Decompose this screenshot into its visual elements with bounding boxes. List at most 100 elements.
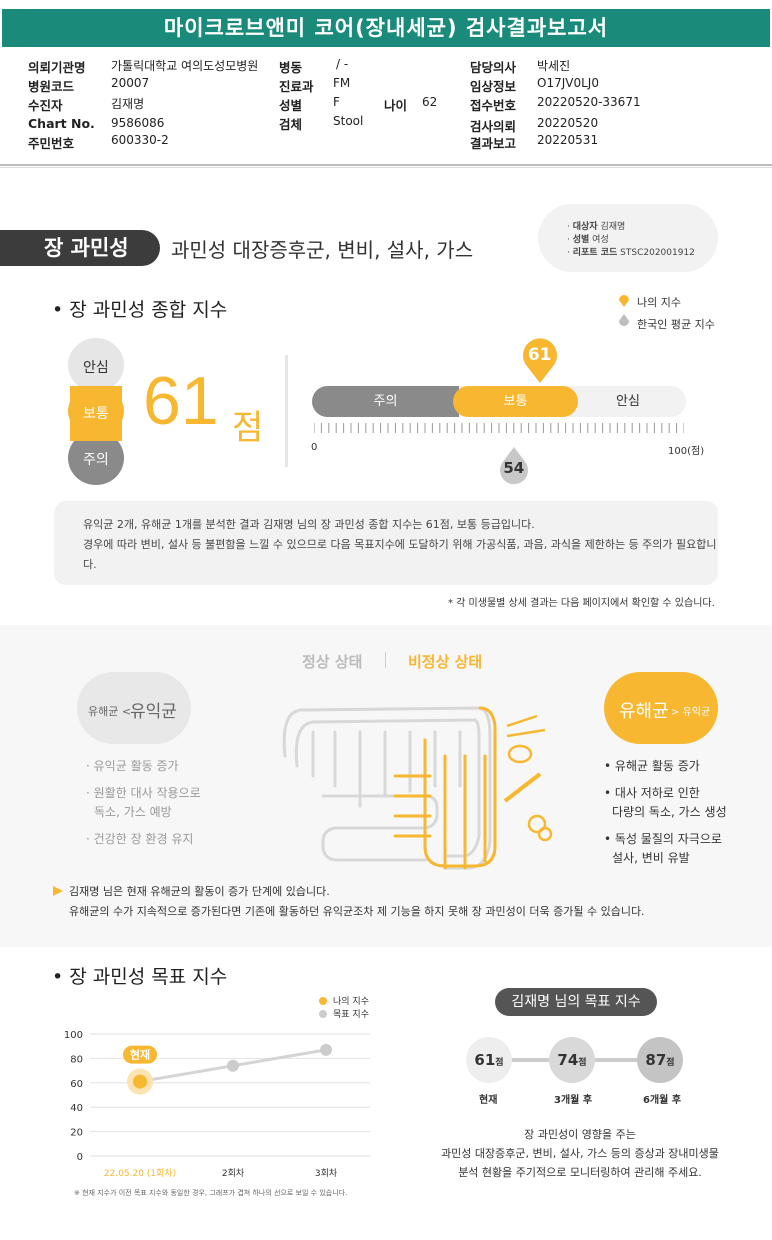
gauge-normal: 보통 bbox=[453, 386, 578, 417]
section-subtitle: 과민성 대장증후군, 변비, 설사, 가스 bbox=[171, 238, 474, 262]
gauge-safe: 안심 bbox=[616, 394, 640, 409]
hdr-value: Stool bbox=[333, 114, 364, 128]
hdr-value: 20220520 bbox=[537, 116, 599, 130]
legend-mine: 나의 지수 bbox=[637, 296, 681, 309]
x-tick-label: 22.05.20 (1회차) bbox=[104, 1167, 176, 1179]
hdr-value: 20007 bbox=[111, 76, 150, 90]
hdr-value: / - bbox=[336, 57, 349, 71]
level-stack bbox=[68, 338, 124, 485]
hdr-label: 주민번호 bbox=[28, 136, 75, 151]
x-tick-label: 3회차 bbox=[315, 1167, 338, 1179]
my-score-label: 61 bbox=[527, 345, 552, 365]
legend-target-label: 목표 지수 bbox=[333, 1009, 369, 1020]
summary-line: 김재명 님은 현재 유해균의 활동이 증가 단계에 있습니다. bbox=[69, 885, 330, 898]
summary-line: 유해균의 수가 지속적으로 증가된다면 기존에 활동하던 유익균조차 제 기능을… bbox=[69, 905, 645, 918]
header-divider bbox=[0, 167, 772, 168]
bad-badge bbox=[604, 672, 718, 744]
good-list-item: · 원활한 대사 작용으로 bbox=[86, 786, 201, 800]
goal-step-6m: 87점 bbox=[637, 1037, 683, 1083]
bad-list-item: • 유해균 활동 증가 bbox=[604, 759, 700, 773]
subject-label: 성별 bbox=[572, 235, 590, 245]
y-tick-label: 80 bbox=[70, 1054, 83, 1065]
info-line: 유익균 2개, 유해균 1개를 분석한 결과 김재명 님의 장 과민성 종합 지… bbox=[83, 518, 535, 531]
bad-badge-big: 유해균 bbox=[619, 701, 669, 722]
hdr-value: O17JV0LJ0 bbox=[537, 76, 599, 90]
goal-step-label: 현재 bbox=[479, 1095, 498, 1106]
legend-avg: 한국인 평균 지수 bbox=[637, 318, 715, 331]
hdr-label: 병동 bbox=[279, 60, 303, 75]
goal-desc: 분석 현황을 주기적으로 모니터링하여 관리해 주세요. bbox=[458, 1166, 702, 1179]
x-tick-label: 2회차 bbox=[222, 1167, 245, 1179]
good-badge bbox=[77, 672, 191, 744]
info-line: 다. bbox=[83, 558, 97, 571]
level-caution: 주의 bbox=[83, 452, 109, 468]
goal-step-label: 3개월 후 bbox=[554, 1095, 593, 1106]
subject-label: 대상자 bbox=[572, 222, 598, 232]
hdr-value: F bbox=[333, 95, 340, 109]
hdr-value: 박세진 bbox=[537, 59, 571, 73]
avg-index-marker-icon bbox=[619, 314, 629, 326]
subject-row: · 리포트 코드 STSC202001912 bbox=[567, 248, 695, 258]
hdr-label: 접수번호 bbox=[470, 98, 517, 113]
arrow-right-icon bbox=[53, 886, 63, 896]
goal-step-3m: 74점 bbox=[549, 1037, 595, 1083]
hdr-label: 나이 bbox=[384, 98, 408, 113]
bad-list-item: • 독성 물질의 자극으로 bbox=[604, 832, 722, 846]
subject-value: 김재명 bbox=[600, 222, 626, 232]
chart-note: ※ 현재 지수가 이전 목표 지수와 동일한 경우, 그래프가 겹쳐 하나의 선… bbox=[74, 1189, 348, 1197]
score-value: 61 bbox=[143, 363, 219, 439]
hdr-label: 수진자 bbox=[28, 98, 63, 113]
subject-value: STSC202001912 bbox=[620, 248, 695, 258]
hdr-label: 병원코드 bbox=[28, 79, 75, 94]
index-heading-text: 장 과민성 종합 지수 bbox=[69, 299, 228, 321]
index-heading: • 장 과민성 종합 지수 bbox=[52, 299, 228, 321]
subject-row: · 대상자 김재명 bbox=[567, 222, 626, 232]
gauge-ticks bbox=[314, 423, 684, 433]
hdr-value: 20220531 bbox=[537, 133, 599, 147]
bad-list-item: 다량의 독소, 가스 생성 bbox=[612, 805, 727, 819]
target-point bbox=[320, 1043, 332, 1056]
gauge-caution: 주의 bbox=[312, 386, 459, 417]
goal-heading: • 장 과민성 목표 지수 bbox=[52, 966, 228, 988]
avg-score-marker bbox=[499, 447, 528, 485]
avg-score-label: 54 bbox=[503, 459, 525, 477]
bad-badge-small: > 유익균 bbox=[671, 707, 711, 718]
bad-list-item: 설사, 변비 유발 bbox=[612, 851, 690, 865]
info-box bbox=[54, 501, 718, 585]
current-badge-label: 현재 bbox=[130, 1048, 150, 1062]
goal-step-label: 6개월 후 bbox=[643, 1095, 682, 1106]
goal-title: 김재명 님의 목표 지수 bbox=[495, 988, 657, 1016]
y-tick-label: 40 bbox=[70, 1103, 83, 1114]
hdr-value: 9586086 bbox=[111, 116, 165, 130]
hdr-label: 진료과 bbox=[279, 79, 314, 94]
divider bbox=[385, 652, 386, 668]
my-point bbox=[133, 1074, 147, 1089]
axis-min: 0 bbox=[311, 442, 318, 453]
level-normal: 보통 bbox=[83, 406, 109, 422]
goal-desc: 과민성 대장증후군, 변비, 설사, 가스 등의 증상과 장내미생물 bbox=[441, 1147, 719, 1160]
axis-max: 100(점) bbox=[668, 446, 705, 457]
info-line: 경우에 따라 변비, 설사 등 불편함을 느낄 수 있으므로 다음 목표지수에 … bbox=[83, 538, 717, 551]
score-unit: 점 bbox=[232, 408, 264, 448]
my-index-marker-icon bbox=[619, 295, 629, 307]
report-title: 마이크로브앤미 코어(장내세균) 검사결과보고서 bbox=[2, 9, 770, 47]
goal-heading-text: 장 과민성 목표 지수 bbox=[69, 966, 228, 988]
good-list-item: 독소, 가스 예방 bbox=[94, 805, 172, 819]
hdr-value: 김재명 bbox=[111, 97, 145, 111]
my-score-marker bbox=[522, 338, 557, 383]
hdr-label: 결과보고 bbox=[470, 136, 517, 151]
current-badge bbox=[123, 1045, 157, 1064]
target-point bbox=[227, 1059, 239, 1072]
legend-mine-label: 나의 지수 bbox=[333, 996, 369, 1007]
hdr-label: Chart No. bbox=[28, 116, 95, 131]
hdr-value: FM bbox=[333, 76, 351, 90]
hdr-label: 검체 bbox=[279, 117, 303, 132]
normal-state-label: 정상 상태 bbox=[302, 653, 363, 671]
subject-box bbox=[538, 204, 718, 272]
y-tick-label: 100 bbox=[64, 1030, 83, 1041]
goal-desc: 장 과민성이 영향을 주는 bbox=[524, 1128, 636, 1141]
detail-note: * 각 미생물별 상세 결과는 다음 페이지에서 확인할 수 있습니다. bbox=[448, 598, 715, 609]
hdr-label: 의뢰기관명 bbox=[28, 60, 86, 75]
title-bar: 마이크로브앤미 코어(장내세균) 검사결과보고서 bbox=[0, 0, 772, 48]
